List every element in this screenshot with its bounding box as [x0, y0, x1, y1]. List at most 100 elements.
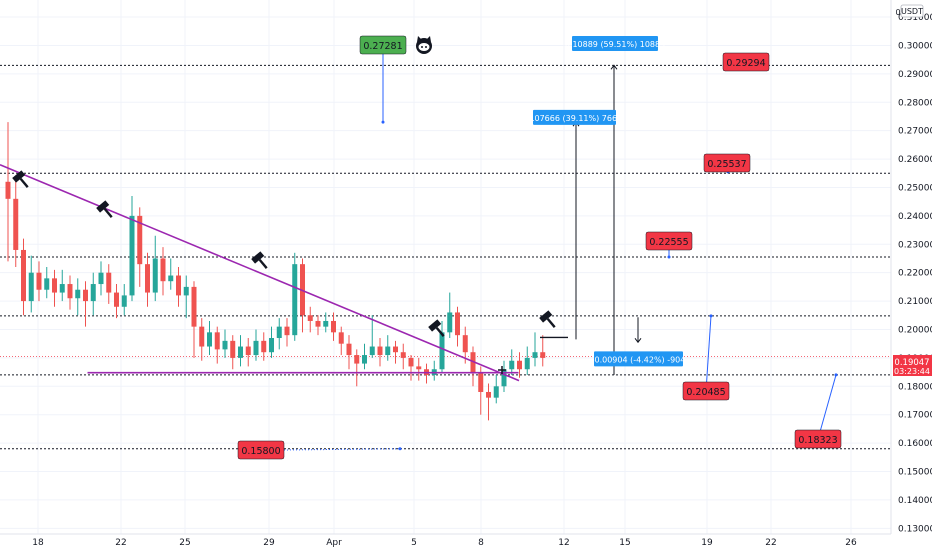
candle-body	[106, 272, 112, 293]
candle-body	[121, 295, 127, 307]
descending-trendline	[0, 164, 520, 382]
label-anchor-dot	[667, 255, 671, 259]
y-tick-label: 0.24000	[898, 212, 932, 222]
candle-body	[400, 352, 406, 358]
hammer-icon	[428, 319, 445, 337]
candle-body	[501, 369, 507, 387]
measure-box	[533, 109, 616, 125]
y-tick-label: 0.22000	[898, 269, 932, 279]
candle-body	[238, 346, 243, 358]
price-label-text: 0.22555	[649, 237, 688, 248]
candle-body	[230, 340, 236, 358]
label-anchor-dot	[398, 447, 402, 451]
hammer-head	[12, 170, 26, 183]
candle-body	[307, 315, 313, 321]
x-tick-label: 18	[32, 538, 44, 548]
candle-body	[369, 346, 375, 356]
candle-body	[331, 320, 336, 333]
price-label-box	[682, 381, 730, 401]
x-tick-label: 25	[179, 538, 190, 548]
hammer-head	[539, 310, 553, 323]
candle-body	[176, 275, 181, 296]
hammer-icon	[12, 170, 29, 188]
measure-text: 0.10889 (59.51%) 10889	[565, 40, 665, 49]
trend-lines	[0, 164, 568, 382]
candle-body	[21, 249, 26, 302]
candle-body	[253, 340, 259, 356]
measure-box	[572, 36, 658, 52]
y-tick-label: 0.30000	[898, 41, 932, 51]
candle-body	[191, 286, 197, 327]
price-tag: 0.19047 03:23:44	[893, 355, 932, 376]
cursor-cross	[498, 366, 506, 374]
cat-ear	[426, 36, 431, 42]
horizontal-levels	[0, 64, 891, 450]
corner-label: 0	[895, 8, 900, 17]
label-connector	[817, 374, 837, 440]
cat-eye	[421, 46, 423, 48]
candle-body	[199, 326, 205, 347]
candle-body	[245, 346, 251, 356]
x-axis[interactable]: 18 22 25 29 Apr 5 8 12 15 19 22 26	[0, 533, 891, 548]
hammer-head	[251, 251, 265, 264]
price-label-box	[703, 153, 751, 173]
measure-text: 0.07666 (39.11%) 7666	[527, 114, 622, 123]
x-tick-label: 29	[263, 538, 275, 548]
y-tick-label: 0.21000	[898, 297, 932, 307]
candle-body	[152, 258, 158, 293]
hammer-handle	[258, 258, 268, 269]
candle-body	[28, 272, 34, 302]
price-label-text: 0.20485	[686, 387, 725, 398]
y-tick-label: 0.13000	[898, 524, 932, 534]
candle-body	[462, 335, 468, 353]
price-label-text: 0.25537	[707, 159, 746, 170]
price-label-box	[645, 231, 693, 251]
candle-body	[129, 215, 135, 296]
candles	[5, 122, 546, 421]
candle-body	[90, 284, 96, 302]
candle-body	[509, 360, 515, 370]
candle-body	[67, 284, 73, 299]
candle-body	[416, 366, 422, 370]
candle-body	[284, 326, 290, 336]
y-tick-label: 0.31000	[898, 13, 932, 23]
y-axis[interactable]: 0.31000 0.30000 0.29000 0.28000 0.27000 0.260…	[890, 0, 932, 534]
candle-body	[408, 357, 414, 367]
candle-body	[98, 272, 104, 285]
label-anchor-dot	[709, 314, 713, 318]
y-tick-label: 0.25000	[898, 183, 932, 193]
price-label-box	[359, 35, 407, 55]
candle-body	[222, 340, 228, 350]
candle-body	[59, 284, 65, 293]
candle-body	[532, 352, 538, 358]
candle-body	[385, 346, 391, 356]
hammer-icon	[251, 251, 268, 269]
currency-label: USDT	[901, 7, 923, 16]
currency-badge[interactable]: USDT	[900, 4, 924, 18]
candle-body	[439, 332, 445, 370]
candle-body	[52, 278, 57, 293]
candle-body	[447, 312, 453, 333]
hammer-head	[428, 319, 442, 332]
candle-body	[377, 346, 383, 356]
candle-body	[455, 312, 460, 336]
candle-body	[540, 352, 546, 358]
y-tick-label: 0.16000	[898, 439, 932, 449]
price-label-box	[794, 429, 842, 449]
candle-body	[114, 292, 119, 307]
measurements: 0.10889 (59.51%) 10889 0.07666 (39.11%) 7…	[527, 36, 685, 375]
x-tick-label: 12	[558, 538, 569, 548]
cat-face	[418, 43, 430, 51]
label-anchor-dot	[834, 373, 838, 377]
x-tick-label: 22	[765, 538, 776, 548]
candle-body	[13, 198, 19, 250]
x-tick-label: Apr	[326, 538, 342, 548]
candle-body	[137, 215, 143, 265]
x-tick-label: 5	[411, 538, 417, 548]
hammer-handle	[546, 317, 556, 328]
candle-body	[346, 343, 352, 356]
candle-body	[315, 320, 321, 327]
candle-body	[207, 332, 212, 347]
y-tick-label: 0.23000	[898, 240, 932, 250]
